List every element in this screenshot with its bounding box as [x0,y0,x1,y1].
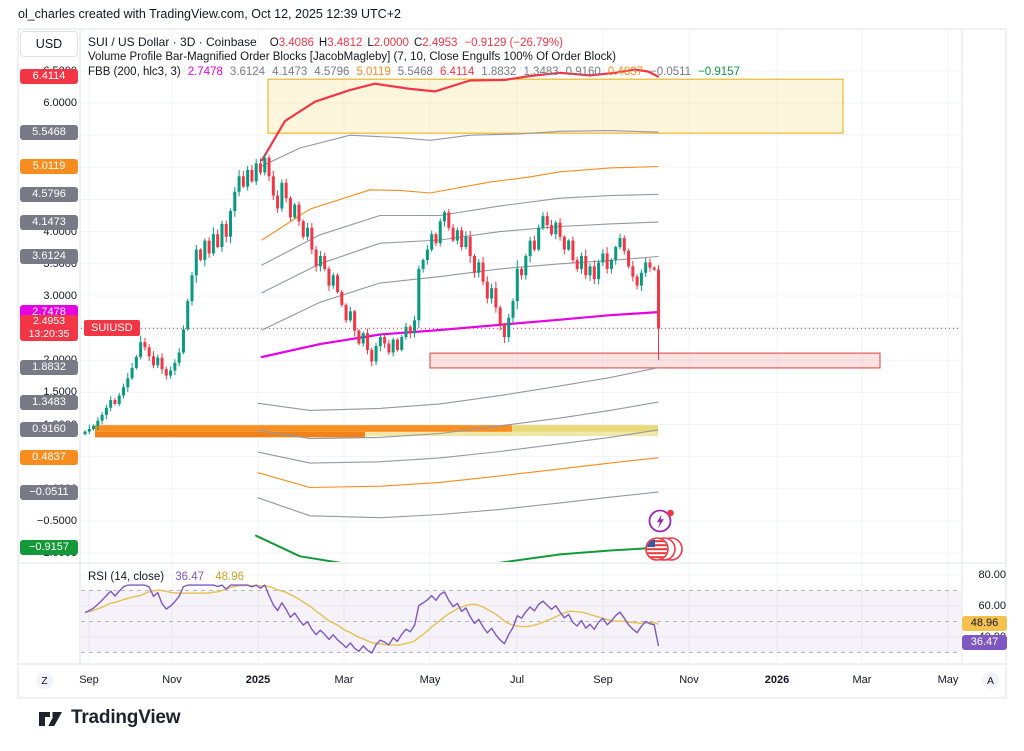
ohlc-number: 3.4086 [278,37,314,49]
rsi-tick: 60.00 [978,600,1006,612]
rsi-value-label: 36.47 [962,634,1007,650]
ohlc-letter: C [413,37,423,49]
time-axis-label: Sep [593,674,613,686]
fbb-band-value: 6.4114 [439,66,475,78]
bar-countdown: 13:20:35 [28,328,70,341]
ohlc-letter: H [318,37,328,49]
fbb-band-value: −0.0511 [650,66,692,78]
band-price-label: 5.5468 [20,124,78,140]
last-price-value: 2.4953 [32,315,66,328]
price-tick: 3.0000 [43,289,77,302]
band-price-label: 0.4837 [20,450,78,466]
time-axis-label: Mar [334,674,354,686]
band-price-label: 5.0119 [20,159,78,175]
indicator-legend-fbb[interactable]: FBB (200, hlc3, 3) 2.7478 3.6124 4.1473 4.57… [88,65,740,80]
ohlc-values: O3.4086 H3.4812 L2.0000 C2.4953 [265,37,458,49]
ohlc-number: 2.4953 [422,37,458,49]
band-price-label: 1.8832 [20,360,78,376]
band-price-label: −0.9157 [20,540,78,556]
rsi-value: 36.47 [175,571,205,583]
time-axis-label: Mar [852,674,872,686]
fbb-label: FBB (200, hlc3, 3) [88,66,181,78]
time-axis-label: Nov [162,674,182,686]
time-axis-label: Nov [679,674,699,686]
time-axis-label: May [937,674,959,686]
tradingview-logo-text: TradingView [71,707,181,728]
fbb-band-value: 5.0119 [356,66,391,78]
symbol-legend-row[interactable]: SUI / US Dollar · 3D · Coinbase O3.4086 H3… [88,35,740,50]
ohlc-number: 2.0000 [373,37,409,49]
band-price-label: 1.3483 [20,394,78,410]
fbb-band-value: 1.8832 [481,66,517,78]
rsi-tick: 80.00 [978,569,1006,581]
band-price-label: 6.4114 [20,69,78,85]
band-price-label: 4.5796 [20,186,78,202]
time-axis-label: Jul [509,674,525,686]
fbb-band-value: 2.7478 [187,66,223,78]
last-price-label: 2.4953 13:20:35 [20,315,78,342]
tradingview-logo[interactable]: TradingView [38,707,181,729]
band-price-label: 4.1473 [20,214,78,230]
fbb-band-value: 5.5468 [397,66,433,78]
fbb-band-value: 0.4837 [607,66,644,78]
time-axis-label: 2025 [245,674,271,686]
fbb-band-value: 0.9160 [565,66,601,78]
rsi-legend-label: RSI (14, close) [88,571,165,583]
time-axis-label: May [419,674,441,686]
price-tick: −0.5000 [36,514,77,527]
rsi-legend-row[interactable]: RSI (14, close) 36.47 48.96 [88,571,244,583]
fbb-values: 2.7478 3.6124 4.1473 4.5796 5.0119 5.5468 6.41… [181,66,740,78]
event-marker-lightning-icon[interactable] [647,507,677,540]
event-marker-us-flag-icon[interactable] [643,535,685,568]
ohlc-letter: O [269,37,279,49]
time-axis-label: 2026 [764,674,790,686]
fbb-band-value: 1.3483 [523,66,559,78]
legend: SUI / US Dollar · 3D · Coinbase O3.4086 H3… [88,35,740,80]
band-price-label: −0.0511 [20,484,78,500]
fbb-band-value: 4.5796 [314,66,350,78]
attribution-text: ol_charles created with TradingView.com,… [18,7,401,21]
fbb-band-value: −0.9157 [698,66,740,78]
ohlc-letter: L [367,37,374,49]
fbb-band-value: 3.6124 [229,66,266,78]
currency-scale-button[interactable]: USD [20,31,78,57]
band-price-label: 0.9160 [20,422,78,438]
goto-start-button[interactable]: Z [36,672,53,689]
change-value: −0.9129 (−26.79%) [464,37,563,49]
rsi-ma-value: 48.96 [215,571,245,583]
symbol-title: SUI / US Dollar · 3D · Coinbase [88,35,257,49]
tradingview-logo-icon [39,711,62,726]
goto-end-button[interactable]: A [982,672,999,689]
price-line-symbol-tag: SUIUSD [84,320,140,336]
band-price-label: 3.6124 [20,249,78,265]
indicator-legend-volume-profile[interactable]: Volume Profile Bar-Magnified Order Block… [88,51,616,63]
rsi-value-label: 48.96 [962,615,1007,631]
time-axis-label: Sep [79,674,99,686]
ohlc-number: 3.4812 [327,37,363,49]
price-tick: 6.0000 [43,97,77,109]
fbb-band-value: 4.1473 [272,66,308,78]
